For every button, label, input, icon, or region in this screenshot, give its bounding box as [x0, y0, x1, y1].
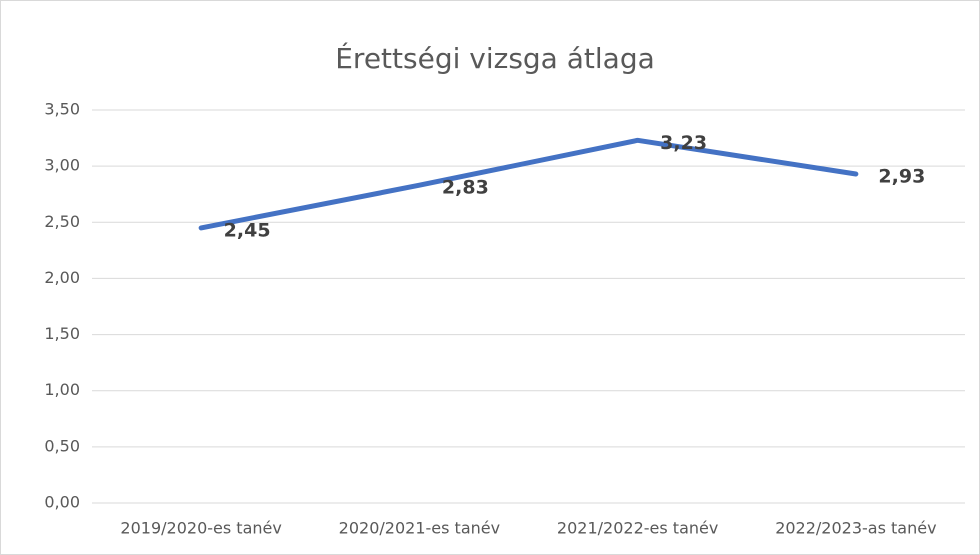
y-tick-label: 1,50 — [44, 324, 80, 343]
data-label: 3,23 — [660, 132, 707, 154]
x-tick-label: 2019/2020-es tanév — [120, 519, 281, 538]
y-tick-label: 3,00 — [44, 156, 80, 175]
line — [198, 137, 859, 231]
y-tick-label: 1,00 — [44, 380, 80, 399]
x-tick-label: 2021/2022-es tanév — [557, 519, 718, 538]
y-tick-label: 0,00 — [44, 493, 80, 512]
x-tick-label: 2020/2021-es tanév — [339, 519, 500, 538]
y-tick-label: 2,50 — [44, 212, 80, 231]
y-tick-label: 0,50 — [44, 436, 80, 455]
y-tick-label: 3,50 — [44, 100, 80, 119]
x-tick-label: 2022/2023-as tanév — [775, 519, 936, 538]
data-label: 2,45 — [224, 219, 271, 241]
data-label: 2,93 — [878, 166, 925, 188]
y-tick-label: 2,00 — [44, 268, 80, 287]
chart-title: Érettségi vizsga átlaga — [335, 41, 655, 75]
data-label: 2,83 — [442, 177, 489, 199]
